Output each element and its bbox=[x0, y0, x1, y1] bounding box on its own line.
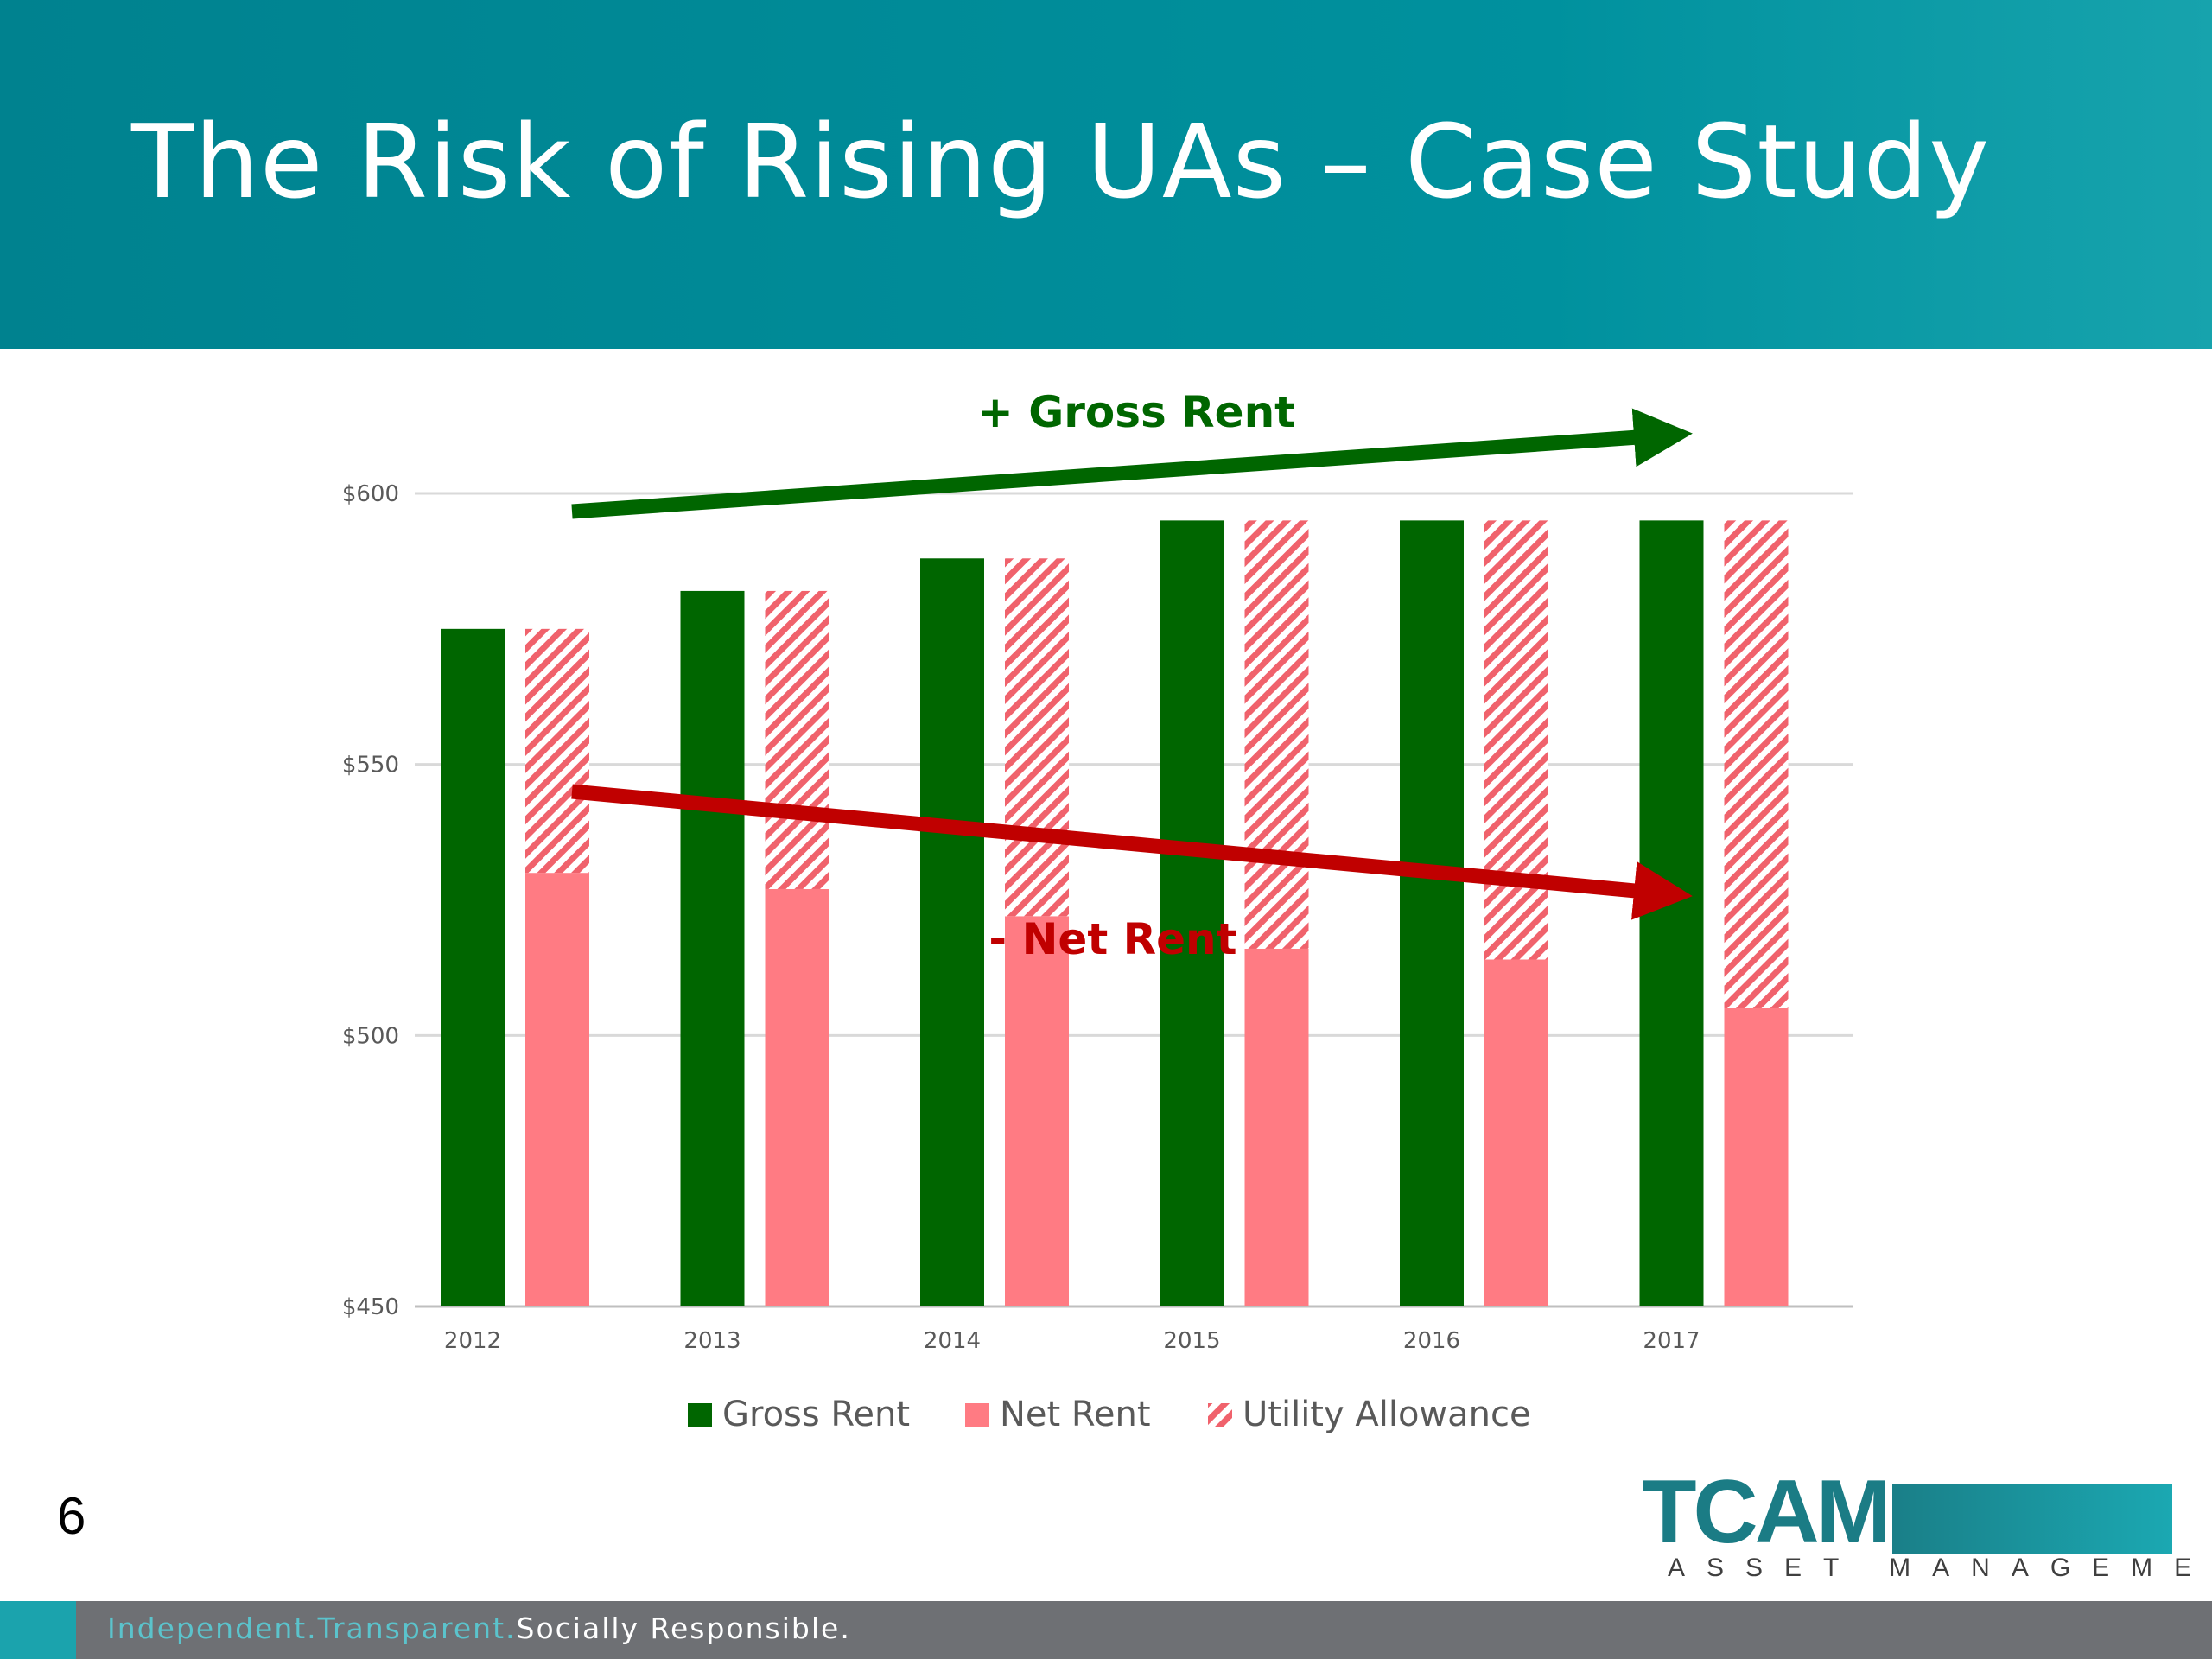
slide-title: The Risk of Rising UAs – Case Study bbox=[131, 102, 1991, 221]
logo-mark: TCAM bbox=[1642, 1462, 1891, 1562]
bar-net-rent bbox=[765, 888, 830, 1306]
legend-label: Utility Allowance bbox=[1243, 1395, 1531, 1434]
x-tick-label: 2015 bbox=[1163, 1328, 1220, 1354]
bar-gross-rent bbox=[1639, 520, 1704, 1306]
bar-gross-rent bbox=[680, 590, 745, 1306]
footer-tagline-part-2: Transparent. bbox=[317, 1611, 517, 1645]
bar-gross-rent bbox=[441, 628, 505, 1306]
tcam-logo: TCAM ASSET MANAGEMENT bbox=[1642, 1467, 2212, 1583]
bar-utility-allowance bbox=[765, 590, 830, 889]
footer-bar: Independent.Transparent.Socially Respons… bbox=[0, 1601, 2212, 1659]
y-tick-label: $600 bbox=[342, 481, 399, 507]
bar-gross-rent bbox=[1160, 520, 1224, 1306]
logo-subtitle: ASSET MANAGEMENT bbox=[1668, 1554, 2212, 1582]
bar-net-rent bbox=[1724, 1007, 1789, 1306]
footer-tagline-part-3: Socially Responsible. bbox=[516, 1611, 851, 1645]
net-rent-trend-arrow bbox=[571, 784, 1693, 920]
x-tick-label: 2012 bbox=[444, 1328, 501, 1354]
y-tick-label: $500 bbox=[342, 1023, 399, 1049]
logo-band bbox=[1892, 1484, 2172, 1554]
net-rent-annotation: - Net Rent bbox=[988, 914, 1236, 964]
bar-net-rent bbox=[525, 873, 589, 1306]
gross-rent-trend-arrow bbox=[571, 408, 1693, 519]
bar-utility-allowance bbox=[1484, 520, 1548, 960]
slide-number: 6 bbox=[57, 1487, 86, 1545]
legend-label: Gross Rent bbox=[722, 1395, 910, 1434]
bar-net-rent bbox=[1484, 959, 1548, 1306]
bar-utility-allowance bbox=[1724, 520, 1789, 1008]
bar-net-rent bbox=[1005, 916, 1069, 1306]
footer-tagline: Independent.Transparent.Socially Respons… bbox=[107, 1611, 851, 1645]
legend-swatch bbox=[1208, 1403, 1232, 1427]
gross-rent-annotation: + Gross Rent bbox=[977, 387, 1295, 437]
bar-utility-allowance bbox=[525, 628, 589, 874]
footer-tagline-part-1: Independent. bbox=[107, 1611, 318, 1645]
legend-swatch bbox=[688, 1403, 712, 1427]
bar-gross-rent bbox=[1400, 520, 1464, 1306]
x-tick-label: 2014 bbox=[924, 1328, 981, 1354]
bar-net-rent bbox=[1244, 948, 1309, 1306]
bar-utility-allowance bbox=[1244, 520, 1309, 949]
legend-label: Net Rent bbox=[1000, 1395, 1151, 1434]
legend-swatch bbox=[965, 1403, 989, 1427]
y-tick-label: $550 bbox=[342, 753, 399, 779]
rent-chart: $450 $500 $550 $600 2012 2013 2014 2015 2016 2017… bbox=[342, 387, 1853, 1434]
x-tick-label: 2013 bbox=[683, 1328, 741, 1354]
x-tick-label: 2016 bbox=[1403, 1328, 1460, 1354]
y-tick-label: $450 bbox=[342, 1294, 399, 1320]
bar-utility-allowance bbox=[1005, 558, 1069, 917]
footer-accent bbox=[0, 1601, 76, 1659]
title-bar: The Risk of Rising UAs – Case Study bbox=[0, 0, 2212, 349]
x-tick-label: 2017 bbox=[1643, 1328, 1700, 1354]
bar-gross-rent bbox=[920, 558, 984, 1306]
